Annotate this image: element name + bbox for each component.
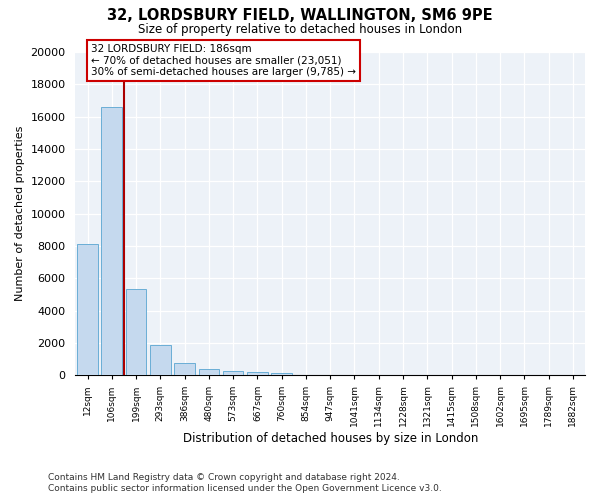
Bar [174, 363, 195, 376]
Text: Contains HM Land Registry data © Crown copyright and database right 2024.: Contains HM Land Registry data © Crown c… [48, 472, 400, 482]
Bar [271, 372, 292, 376]
Bar [223, 371, 244, 376]
Text: 32 LORDSBURY FIELD: 186sqm
← 70% of detached houses are smaller (23,051)
30% of : 32 LORDSBURY FIELD: 186sqm ← 70% of deta… [91, 44, 356, 77]
X-axis label: Distribution of detached houses by size in London: Distribution of detached houses by size … [182, 432, 478, 445]
Bar [199, 369, 219, 376]
Text: Contains public sector information licensed under the Open Government Licence v3: Contains public sector information licen… [48, 484, 442, 493]
Y-axis label: Number of detached properties: Number of detached properties [15, 126, 25, 302]
Bar [77, 244, 98, 376]
Bar [150, 344, 170, 376]
Text: Size of property relative to detached houses in London: Size of property relative to detached ho… [138, 22, 462, 36]
Bar [101, 107, 122, 376]
Bar [247, 372, 268, 376]
Text: 32, LORDSBURY FIELD, WALLINGTON, SM6 9PE: 32, LORDSBURY FIELD, WALLINGTON, SM6 9PE [107, 8, 493, 22]
Bar [126, 289, 146, 376]
